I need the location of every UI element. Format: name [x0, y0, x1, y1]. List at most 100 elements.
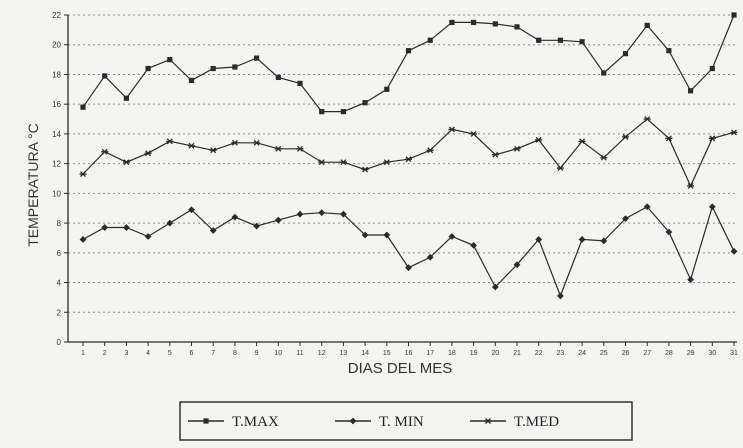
data-point-t-med	[274, 145, 282, 152]
data-point-t-min	[188, 206, 195, 214]
data-point-t-max	[514, 24, 520, 30]
data-point-t-max	[362, 100, 368, 106]
x-tick-label: 11	[296, 350, 303, 357]
y-tick-label: 0	[57, 338, 62, 347]
data-point-t-max	[405, 48, 412, 54]
data-point-t-min	[405, 264, 412, 272]
data-point-t-min	[513, 261, 521, 269]
x-tick-label: 13	[340, 350, 348, 357]
data-point-t-max	[666, 48, 672, 54]
data-point-t-med	[470, 130, 478, 137]
data-point-t-med	[491, 151, 499, 158]
star-stroke	[210, 147, 217, 154]
y-tick-label: 12	[52, 160, 61, 169]
data-point-t-med	[231, 139, 239, 146]
data-point-t-med	[687, 182, 695, 189]
data-point-t-med	[448, 126, 456, 133]
data-point-t-med	[122, 159, 130, 166]
data-point-t-med	[556, 165, 564, 172]
x-tick-label: 19	[470, 350, 478, 357]
star-stroke	[492, 151, 499, 158]
data-point-t-min	[578, 236, 586, 243]
x-tick-label: 31	[730, 350, 738, 357]
data-point-t-med	[188, 142, 195, 149]
data-point-t-med	[405, 156, 412, 163]
data-point-t-min	[231, 213, 239, 221]
x-tick-label: 15	[383, 350, 391, 357]
x-tick-label: 22	[535, 350, 543, 357]
y-axis-label: TEMPERATURA °C	[25, 123, 41, 247]
data-point-t-max	[102, 73, 108, 79]
data-point-t-min	[274, 216, 282, 224]
data-point-t-min	[166, 219, 174, 227]
data-point-t-med	[600, 154, 608, 161]
x-tick-label: 16	[405, 350, 413, 357]
data-point-t-max	[688, 88, 694, 94]
data-point-t-max	[557, 37, 563, 43]
x-tick-label: 8	[233, 350, 237, 357]
data-point-t-min	[535, 236, 543, 243]
data-point-t-max	[123, 95, 129, 101]
data-point-t-min	[144, 233, 152, 240]
star-stroke	[101, 148, 108, 155]
data-point-t-min	[491, 283, 499, 291]
data-point-t-min	[296, 210, 304, 218]
data-point-t-min	[622, 215, 629, 223]
star-stroke	[731, 129, 737, 136]
data-point-t-med	[730, 129, 738, 136]
star-stroke	[318, 159, 325, 166]
star-stroke	[470, 130, 477, 137]
y-tick-label: 6	[57, 249, 62, 258]
data-point-t-min	[730, 247, 738, 255]
star-stroke	[362, 166, 369, 173]
x-tick-label: 7	[211, 350, 215, 357]
data-point-t-max	[340, 109, 346, 115]
data-point-t-med	[643, 116, 651, 123]
star-stroke	[644, 116, 651, 123]
star-stroke	[405, 156, 412, 163]
data-point-t-med	[665, 135, 673, 142]
data-point-t-max	[232, 64, 238, 70]
data-point-t-max	[709, 65, 715, 72]
series-line-t-max	[82, 14, 735, 113]
data-point-t-med	[144, 150, 152, 157]
star-stroke	[514, 145, 520, 152]
x-tick-label: 2	[103, 350, 107, 357]
y-tick-label: 2	[57, 308, 62, 317]
star-stroke	[622, 133, 629, 140]
x-tick-label: 20	[491, 350, 499, 357]
series	[79, 12, 738, 300]
data-point-t-min	[318, 209, 326, 217]
x-tick-label: 5	[168, 350, 172, 357]
data-point-t-med	[513, 145, 521, 152]
star-stroke	[709, 135, 716, 142]
data-point-t-max	[601, 70, 607, 76]
data-point-t-min	[687, 276, 694, 283]
star-stroke	[383, 159, 390, 166]
data-point-t-med	[578, 138, 586, 145]
series-t-med	[79, 116, 738, 189]
legend-marker	[349, 417, 357, 425]
star-stroke	[557, 165, 564, 172]
x-tick-label: 17	[426, 350, 434, 357]
data-point-t-max	[254, 55, 260, 61]
data-point-t-min	[470, 241, 477, 249]
x-tick-label: 28	[665, 350, 673, 357]
data-point-t-max	[492, 21, 498, 27]
star-stroke	[80, 171, 86, 178]
legend-box	[179, 401, 633, 441]
data-point-t-min	[79, 236, 87, 243]
data-point-t-med	[383, 159, 391, 166]
legend-marker	[203, 418, 209, 424]
data-point-t-max	[471, 19, 477, 26]
data-point-t-min	[557, 292, 564, 300]
data-point-t-min	[600, 237, 608, 245]
y-tick-label: 22	[52, 11, 61, 20]
x-tick-label: 23	[557, 350, 565, 357]
x-tick-label: 10	[274, 350, 282, 357]
y-tick-label: 16	[52, 100, 61, 109]
x-tick-label: 1	[81, 350, 85, 357]
x-tick-label: 9	[255, 350, 259, 357]
data-point-t-max	[427, 37, 433, 43]
